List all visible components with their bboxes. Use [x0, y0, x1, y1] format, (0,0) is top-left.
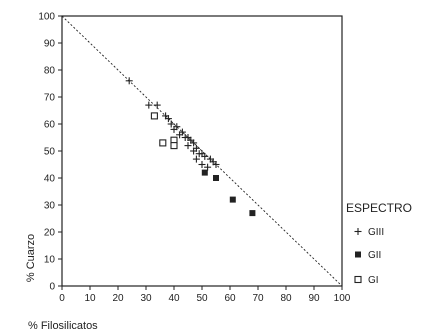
- legend-entries: GIII GII GI: [354, 227, 384, 286]
- data-point-giii: [125, 77, 133, 85]
- legend-marker-gii: [355, 251, 361, 258]
- y-axis-ticks: 0 10 20 30 40 50 60 70 80 90 100: [38, 12, 62, 293]
- y-tick-label: 80: [44, 66, 56, 77]
- data-point-gii: [201, 169, 208, 176]
- data-point-giii: [204, 163, 212, 171]
- y-tick-label: 40: [44, 174, 56, 185]
- x-tick-label: 60: [224, 293, 236, 304]
- data-point-giii: [167, 120, 175, 128]
- x-tick-label: 10: [84, 293, 96, 304]
- data-point-giii: [178, 128, 186, 136]
- x-tick-label: 0: [59, 293, 65, 304]
- x-tick-label: 40: [168, 293, 180, 304]
- legend-marker-giii: [354, 228, 362, 235]
- y-tick-label: 50: [44, 147, 56, 158]
- legend-label-gi: GI: [368, 275, 379, 286]
- reference-line: [61, 15, 343, 287]
- x-tick-label: 50: [196, 293, 208, 304]
- data-point-gii: [249, 210, 256, 217]
- data-point-giii: [173, 123, 181, 131]
- x-tick-label: 30: [140, 293, 152, 304]
- x-tick-label: 80: [280, 293, 292, 304]
- data-point-giii: [201, 152, 209, 160]
- y-tick-label: 100: [38, 12, 55, 23]
- x-tick-label: 70: [252, 293, 264, 304]
- x-tick-label: 20: [112, 293, 124, 304]
- data-points: [125, 77, 256, 217]
- y-axis-title: % Cuarzo: [25, 234, 37, 282]
- data-point-giii: [192, 155, 200, 163]
- legend-title: ESPECTRO: [346, 201, 412, 215]
- data-point-giii: [192, 144, 200, 152]
- x-axis-title: % Filosilicatos: [28, 320, 98, 332]
- data-point-giii: [198, 161, 206, 168]
- data-point-gii: [213, 175, 219, 181]
- x-tick-label: 90: [308, 293, 320, 304]
- y-tick-label: 30: [44, 201, 56, 212]
- data-point-giii: [164, 115, 172, 123]
- data-point-gi: [150, 112, 158, 120]
- y-tick-label: 0: [49, 282, 55, 293]
- y-tick-label: 60: [44, 120, 56, 131]
- y-tick-label: 90: [44, 39, 56, 50]
- x-axis-ticks: 0 10 20 30 40 50 60 70 80 90 100: [59, 286, 351, 304]
- legend: ESPECTRO GIII GII GI: [346, 201, 412, 286]
- x-tick-label: 100: [334, 293, 351, 304]
- data-point-gi: [159, 139, 167, 147]
- y-tick-label: 20: [44, 228, 56, 239]
- data-point-giii: [212, 161, 220, 168]
- data-point-gii: [229, 196, 236, 203]
- legend-marker-gi: [354, 275, 362, 284]
- data-point-giii: [190, 139, 198, 147]
- data-point-giii: [153, 101, 161, 109]
- data-point-giii: [184, 142, 192, 150]
- y-tick-label: 10: [44, 255, 56, 266]
- y-tick-label: 70: [44, 93, 56, 104]
- data-point-giii: [145, 101, 153, 109]
- legend-label-gii: GII: [368, 250, 381, 261]
- legend-label-giii: GIII: [368, 227, 384, 238]
- data-point-gi: [170, 142, 178, 150]
